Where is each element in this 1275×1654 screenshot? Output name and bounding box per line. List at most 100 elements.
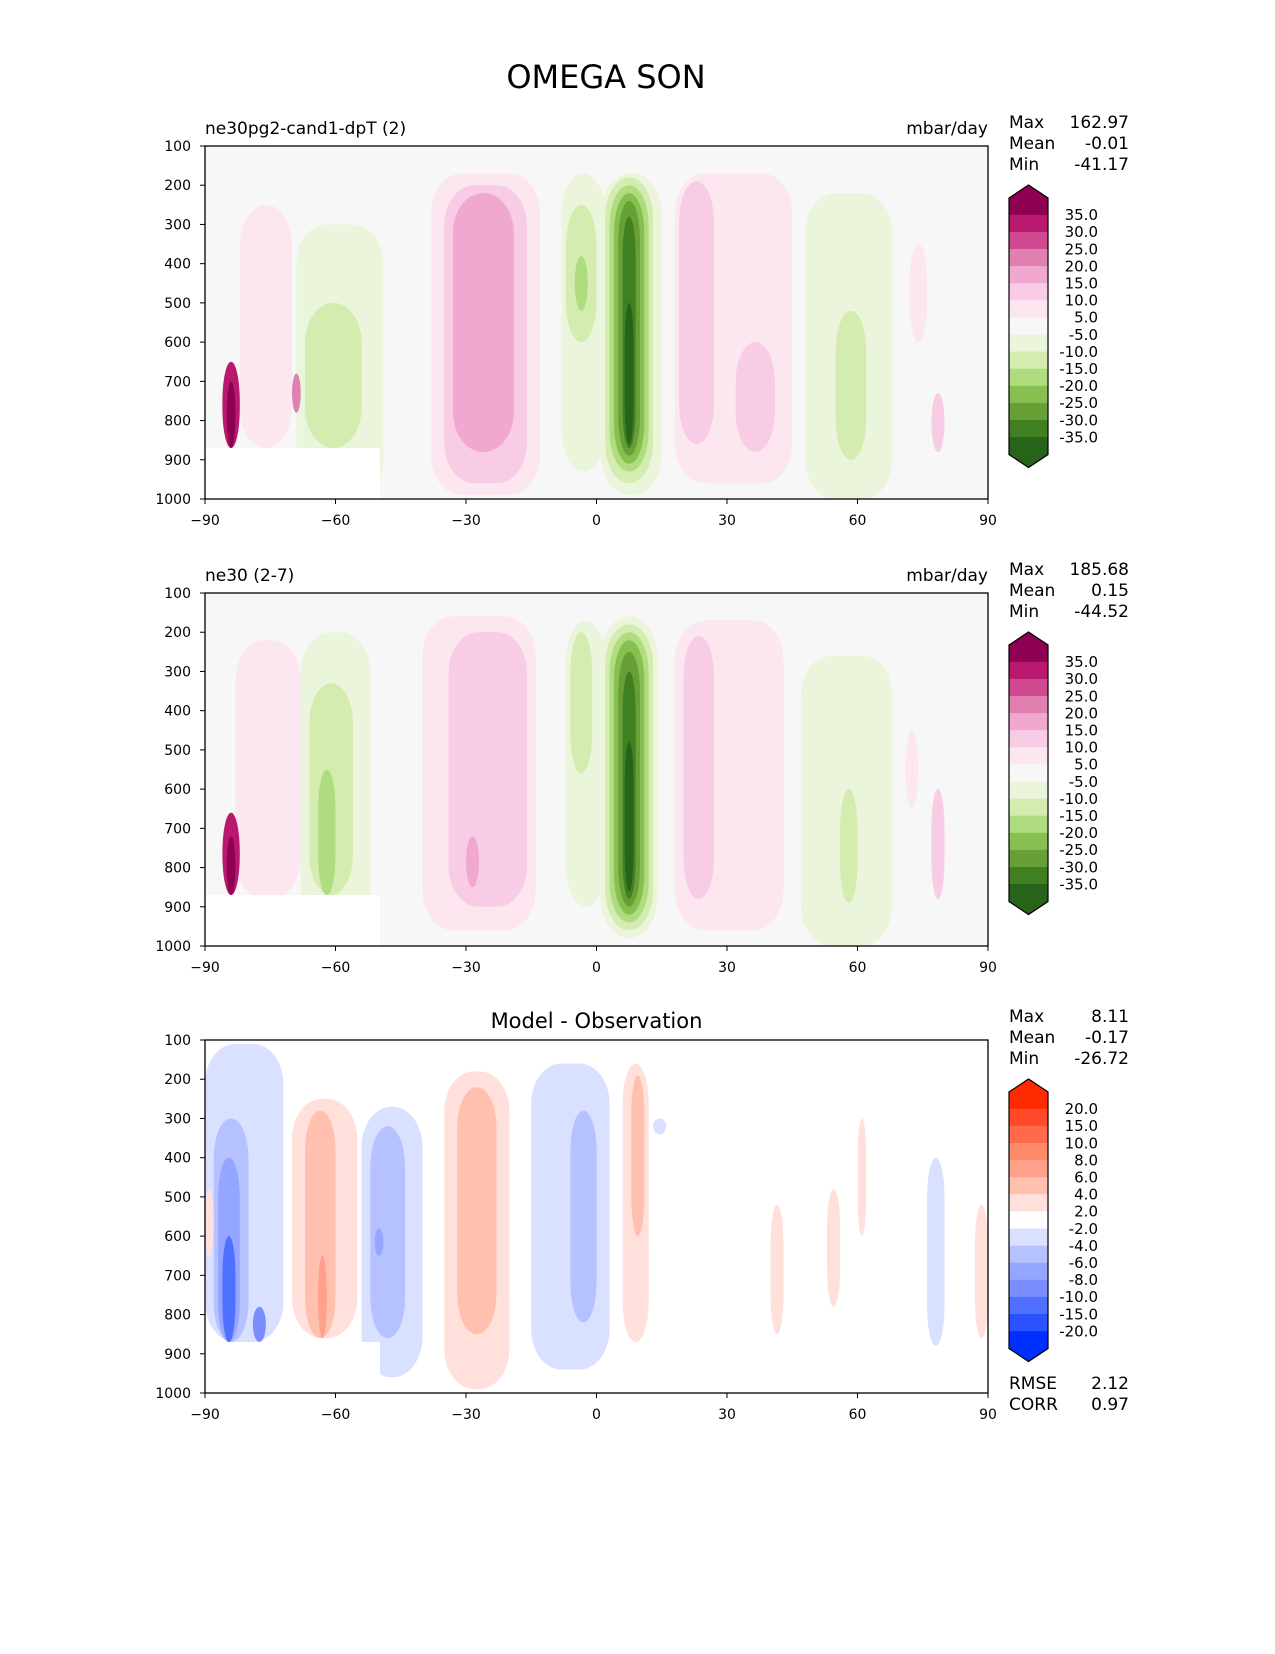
colorbar-swatch: [1009, 1245, 1048, 1264]
colorbar-swatch: [1009, 1262, 1048, 1281]
colorbar-swatch: [1009, 798, 1048, 817]
stat-value: 162.97: [1070, 113, 1129, 133]
contour-region: [292, 373, 301, 413]
y-tick-label: 600: [164, 335, 191, 351]
y-tick-label: 400: [164, 704, 191, 720]
contour-region: [252, 1306, 266, 1343]
colorbar-extend-bottom: [1009, 454, 1048, 468]
y-tick-label: 900: [164, 900, 191, 916]
contour-region: [239, 204, 292, 449]
x-tick-label: 30: [718, 513, 736, 529]
x-tick-label: −30: [451, 1407, 481, 1423]
contour-region: [235, 640, 301, 899]
contour-fills: [222, 616, 945, 946]
units-label: mbar/day: [906, 119, 988, 139]
colorbar-swatch: [1009, 1108, 1048, 1127]
colorbar-label: 10.0: [1065, 1134, 1098, 1152]
colorbar-label: 15.0: [1065, 722, 1098, 740]
colorbar-swatch: [1009, 437, 1048, 455]
terrain-mask: [206, 1342, 380, 1393]
contour-region: [631, 1075, 645, 1237]
contour-region: [927, 1157, 945, 1346]
colorbar-label: -10.0: [1059, 790, 1098, 808]
stat-label: Mean: [1009, 581, 1055, 601]
stat-label: Max: [1009, 113, 1044, 133]
y-tick-label: 500: [164, 1190, 191, 1206]
y-tick-label: 300: [164, 217, 191, 233]
panel-title: ne30pg2-cand1-dpT (2): [205, 119, 406, 139]
colorbar-label: -5.0: [1069, 326, 1098, 344]
contour-region: [374, 1228, 384, 1256]
x-tick-label: 30: [718, 960, 736, 976]
x-tick-label: 0: [592, 960, 601, 976]
rmse-label: RMSE: [1009, 1374, 1057, 1394]
colorbar-label: 30.0: [1065, 223, 1098, 241]
colorbar-extend-top: [1009, 632, 1048, 645]
colorbar-label: 20.0: [1065, 704, 1098, 722]
colorbar-label: 25.0: [1065, 687, 1098, 705]
colorbar-swatch: [1009, 764, 1048, 783]
colorbar-label: -4.0: [1069, 1237, 1098, 1255]
y-tick-label: 100: [164, 139, 191, 155]
contour-region: [931, 393, 945, 452]
colorbar-label: -35.0: [1059, 428, 1098, 446]
colorbar-label: -30.0: [1059, 858, 1098, 876]
colorbar-swatch: [1009, 747, 1048, 765]
colorbar-label: -35.0: [1059, 875, 1098, 893]
y-tick-label: 500: [164, 743, 191, 759]
colorbar-label: 6.0: [1074, 1169, 1098, 1187]
x-tick-label: −90: [190, 513, 220, 529]
x-tick-label: 90: [979, 960, 997, 976]
stat-value: 185.68: [1070, 560, 1129, 580]
colorbar-outline: [1008, 184, 1049, 469]
colorbar-swatch: [1009, 385, 1048, 404]
contour-region: [222, 1236, 236, 1343]
contour-region: [835, 310, 867, 460]
x-tick-label: −30: [451, 513, 481, 529]
y-tick-label: 200: [164, 1072, 191, 1088]
contour-region: [624, 302, 634, 445]
colorbar-label: -20.0: [1059, 824, 1098, 842]
contour-region: [318, 1255, 327, 1339]
y-tick-label: 700: [164, 374, 191, 390]
colorbar-swatch: [1009, 197, 1048, 216]
contour-fills: [222, 173, 945, 500]
x-tick-label: 90: [979, 513, 997, 529]
colorbar-swatch: [1009, 317, 1048, 336]
colorbar-label: 15.0: [1065, 275, 1098, 293]
x-tick-label: −30: [451, 960, 481, 976]
colorbar: 35.030.025.020.015.010.05.0-5.0-10.0-15.…: [1008, 184, 1098, 469]
colorbar-extend-top: [1009, 185, 1048, 198]
y-tick-label: 600: [164, 782, 191, 798]
contour-region: [974, 1204, 988, 1339]
stat-label: Min: [1009, 155, 1039, 175]
colorbar-label: -8.0: [1069, 1271, 1098, 1289]
figure-title: OMEGA SON: [506, 58, 705, 96]
colorbar: 20.015.010.08.06.04.02.0-2.0-4.0-6.0-8.0…: [1008, 1078, 1098, 1363]
y-tick-label: 800: [164, 414, 191, 430]
stat-value: -41.17: [1074, 155, 1129, 175]
colorbar-swatch: [1009, 1279, 1048, 1298]
colorbar-extend-top: [1009, 1079, 1048, 1092]
x-tick-label: 30: [718, 1407, 736, 1423]
units-label: mbar/day: [906, 566, 988, 586]
contour-region: [448, 632, 527, 907]
colorbar-swatch: [1009, 266, 1048, 284]
contour-fills: [205, 1043, 988, 1390]
stat-label: Min: [1009, 602, 1039, 622]
y-tick-label: 500: [164, 296, 191, 312]
contour-region: [226, 381, 236, 449]
colorbar-label: -5.0: [1069, 773, 1098, 791]
colorbar-swatch: [1009, 334, 1048, 353]
stat-value: 0.15: [1091, 581, 1129, 601]
colorbar-label: -30.0: [1059, 411, 1098, 429]
colorbar-label: 10.0: [1065, 292, 1098, 310]
colorbar-label: -15.0: [1059, 807, 1098, 825]
contour-region: [305, 302, 362, 449]
colorbar-label: 8.0: [1074, 1151, 1098, 1169]
colorbar-label: -2.0: [1069, 1220, 1098, 1238]
stat-label: Mean: [1009, 134, 1055, 154]
contour-region: [370, 1126, 406, 1339]
y-tick-label: 200: [164, 625, 191, 641]
